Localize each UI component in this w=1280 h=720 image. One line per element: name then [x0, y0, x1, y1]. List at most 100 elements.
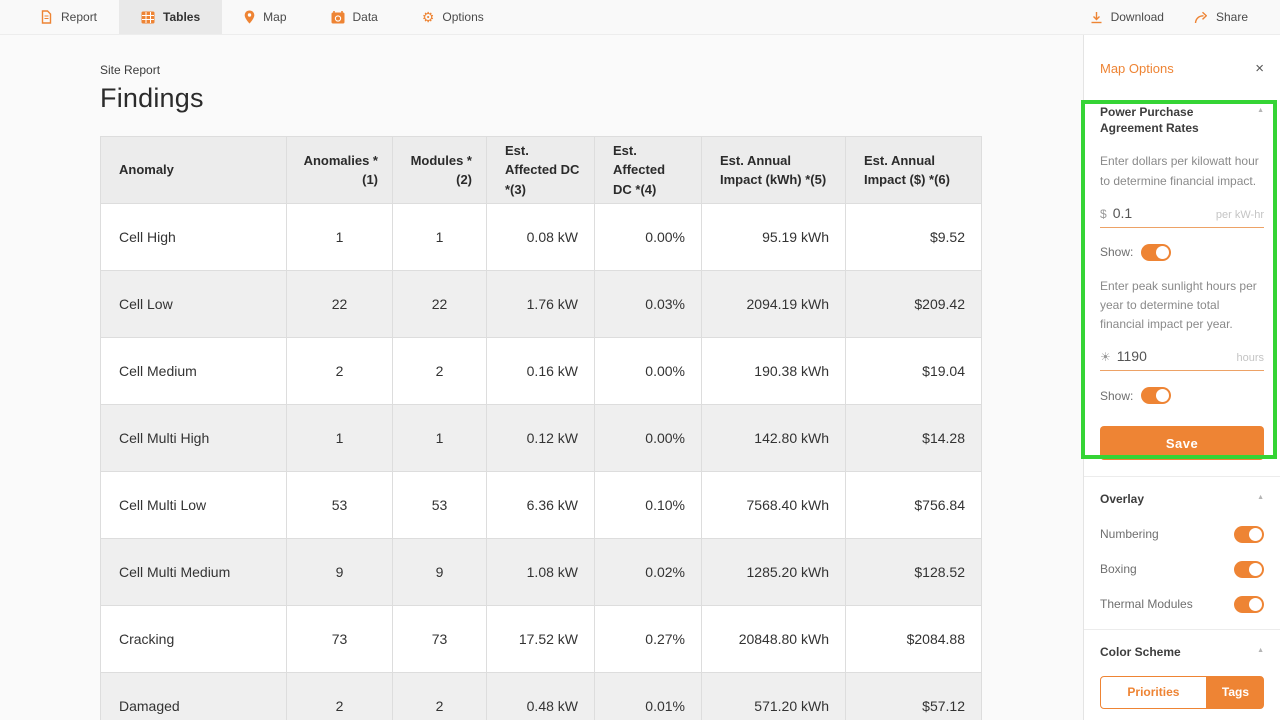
tab-report[interactable]: Report [18, 0, 119, 34]
overlay-section: Overlay ▲ Numbering Boxing Thermal Modul… [1084, 476, 1280, 628]
cell-affected-dc-pct: 0.00% [594, 337, 702, 405]
cell-impact-usd: $756.84 [845, 471, 982, 539]
report-icon [40, 10, 53, 24]
table-row: Cracking 73 73 17.52 kW 0.27% 20848.80 k… [100, 605, 982, 673]
nav-tabs: Report Tables Map Data ⚙ [0, 0, 506, 34]
top-navbar: Report Tables Map Data ⚙ [0, 0, 1280, 35]
collapse-arrow-icon[interactable]: ▲ [1257, 494, 1264, 502]
cell-anomaly: Cell Low [100, 270, 287, 338]
cell-modules: 2 [392, 672, 487, 720]
rate-input[interactable] [1112, 204, 1183, 221]
collapse-arrow-icon[interactable]: ▲ [1257, 646, 1264, 654]
cell-anomaly: Cracking [100, 605, 287, 673]
tab-label: Options [442, 10, 484, 24]
sidebar-title: Map Options [1100, 61, 1174, 76]
cell-anomalies: 53 [286, 471, 393, 539]
cell-impact-kwh: 95.19 kWh [701, 203, 846, 271]
tab-options[interactable]: ⚙ Options [400, 0, 506, 34]
share-label: Share [1215, 10, 1248, 24]
cell-impact-usd: $128.52 [845, 538, 982, 606]
map-pin-icon [244, 10, 255, 24]
col-header-anomaly: Anomaly [100, 136, 287, 204]
rate-show-toggle[interactable] [1141, 243, 1172, 261]
share-button[interactable]: Share [1184, 10, 1258, 24]
tab-data[interactable]: Data [309, 0, 400, 34]
col-header-anomalies: Anomalies *(1) [286, 136, 393, 204]
cell-affected-dc-kw: 17.52 kW [486, 605, 595, 673]
nav-actions: Download Share [1080, 0, 1280, 34]
download-button[interactable]: Download [1080, 10, 1174, 24]
rate-input-row: $ per kW-hr [1100, 204, 1264, 228]
cell-anomalies: 22 [286, 270, 393, 338]
col-header-impact-kwh: Est. Annual Impact (kWh) *(5) [701, 136, 846, 204]
tab-label: Data [352, 10, 378, 24]
collapse-arrow-icon[interactable]: ▲ [1257, 107, 1264, 114]
cell-affected-dc-kw: 0.08 kW [486, 203, 595, 271]
numbering-toggle-row: Numbering [1100, 525, 1264, 543]
cell-anomaly: Cell Medium [100, 337, 287, 405]
color-scheme-heading: Color Scheme [1100, 644, 1181, 659]
cell-anomalies: 1 [286, 404, 393, 472]
tab-map[interactable]: Map [222, 0, 308, 34]
cell-impact-usd: $2084.88 [845, 605, 982, 673]
cell-impact-usd: $19.04 [845, 337, 982, 405]
rate-help-text: Enter dollars per kilowatt hour to deter… [1100, 154, 1259, 188]
col-header-affected-dc-pct: Est. Affected DC *(4) [594, 136, 702, 204]
sidebar-header: Map Options × [1084, 35, 1280, 90]
dollar-icon: $ [1100, 206, 1107, 221]
cell-modules: 1 [392, 404, 487, 472]
cell-affected-dc-kw: 0.12 kW [486, 404, 595, 472]
cell-anomalies: 9 [286, 538, 393, 606]
overlay-heading: Overlay [1100, 492, 1145, 507]
cell-impact-kwh: 2094.19 kWh [701, 270, 846, 338]
cell-modules: 73 [392, 605, 487, 673]
hours-help-text: Enter peak sunlight hours per year to de… [1100, 278, 1257, 332]
cell-anomalies: 2 [286, 672, 393, 720]
cell-impact-kwh: 190.38 kWh [701, 337, 846, 405]
priorities-button[interactable]: Priorities [1100, 675, 1207, 709]
cell-modules: 53 [392, 471, 487, 539]
tags-button[interactable]: Tags [1206, 675, 1264, 709]
cell-anomaly: Cell Multi Medium [100, 538, 287, 606]
cell-impact-kwh: 20848.80 kWh [701, 605, 846, 673]
tab-label: Tables [163, 10, 201, 24]
table-row: Cell Multi High 1 1 0.12 kW 0.00% 142.80… [100, 404, 982, 472]
cell-anomalies: 73 [286, 605, 393, 673]
thermal-modules-toggle[interactable] [1234, 595, 1264, 613]
cell-anomaly: Cell High [100, 203, 287, 271]
table-row: Damaged 2 2 0.48 kW 0.01% 571.20 kWh $57… [100, 672, 982, 720]
cell-affected-dc-pct: 0.10% [594, 471, 702, 539]
share-icon [1194, 11, 1208, 24]
close-icon[interactable]: × [1255, 60, 1264, 77]
findings-table: Anomaly Anomalies *(1) Modules *(2) Est.… [100, 136, 982, 720]
cell-affected-dc-kw: 6.36 kW [486, 471, 595, 539]
cell-impact-usd: $9.52 [845, 203, 982, 271]
save-button[interactable]: Save [1100, 426, 1264, 461]
rate-show-row: Show: [1100, 243, 1264, 261]
ppa-heading: Power Purchase Agreement Rates [1100, 105, 1199, 136]
boxing-toggle[interactable] [1234, 560, 1264, 578]
hours-unit-label: hours [1236, 352, 1264, 365]
tab-tables[interactable]: Tables [119, 0, 223, 34]
numbering-toggle[interactable] [1234, 525, 1264, 543]
cell-affected-dc-kw: 1.08 kW [486, 538, 595, 606]
table-row: Cell Multi Low 53 53 6.36 kW 0.10% 7568.… [100, 471, 982, 539]
cell-modules: 1 [392, 203, 487, 271]
table-row: Cell Multi Medium 9 9 1.08 kW 0.02% 1285… [100, 538, 982, 606]
table-row: Cell Low 22 22 1.76 kW 0.03% 2094.19 kWh… [100, 270, 982, 338]
cell-impact-usd: $209.42 [845, 270, 982, 338]
cell-anomaly: Cell Multi High [100, 404, 287, 472]
cell-affected-dc-pct: 0.27% [594, 605, 702, 673]
color-scheme-section: Color Scheme ▲ Priorities Tags [1084, 628, 1280, 720]
thermal-modules-toggle-row: Thermal Modules [1100, 595, 1264, 613]
cell-affected-dc-pct: 0.00% [594, 203, 702, 271]
cell-affected-dc-kw: 0.16 kW [486, 337, 595, 405]
hours-show-toggle[interactable] [1141, 387, 1172, 405]
rate-unit-label: per kW-hr [1215, 208, 1264, 221]
cell-impact-usd: $14.28 [845, 404, 982, 472]
cell-anomalies: 2 [286, 337, 393, 405]
ppa-section: Power Purchase Agreement Rates ▲ Enter d… [1084, 90, 1280, 476]
hours-input[interactable] [1116, 348, 1187, 365]
show-label: Show: [1100, 245, 1134, 260]
